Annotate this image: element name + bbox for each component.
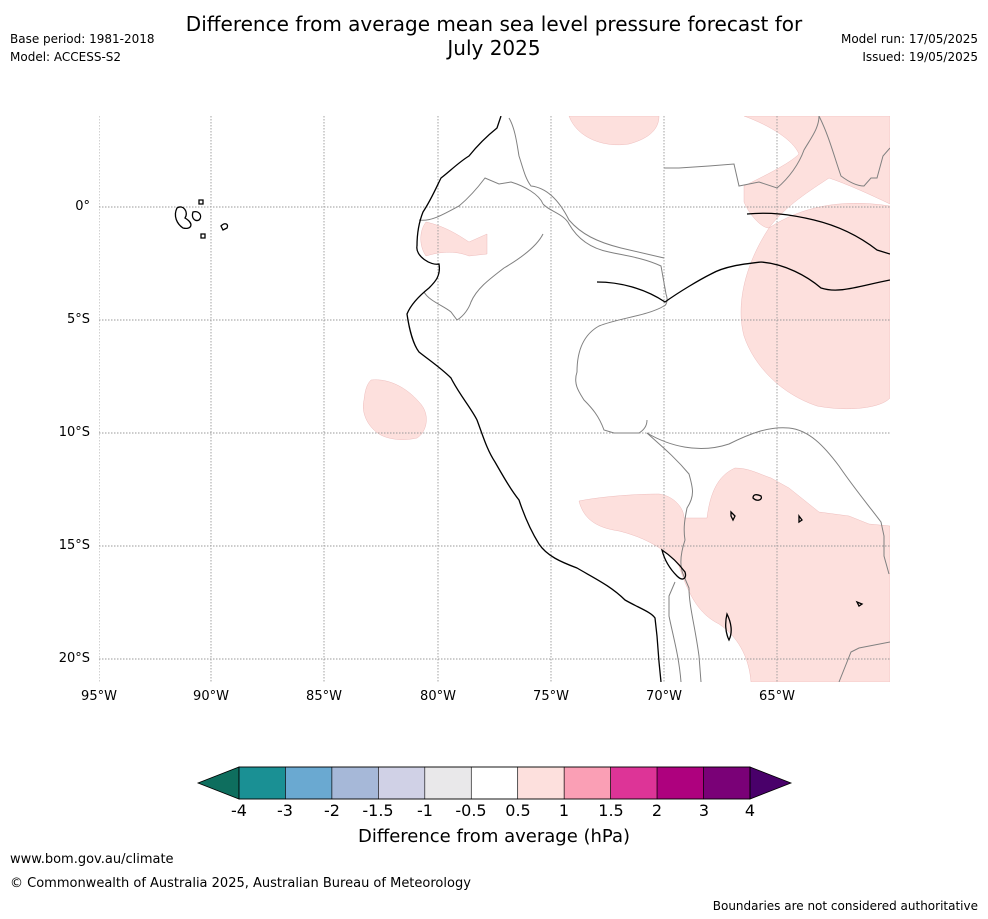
coastlines <box>174 116 890 682</box>
meta-left: Base period: 1981-2018 Model: ACCESS-S2 <box>10 32 155 68</box>
border-brazil-bolivia <box>646 427 890 575</box>
colorbar-swatch <box>424 766 472 800</box>
lat-label-5s: 5°S <box>66 312 90 327</box>
issued-text: Issued: 19/05/2025 <box>862 50 978 64</box>
colorbar <box>196 766 793 800</box>
coastline-galapagos-3 <box>220 223 229 231</box>
coastline-galapagos-2 <box>191 210 202 222</box>
title-line-1: Difference from average mean sea level p… <box>185 12 803 36</box>
colorbar-swatch <box>331 766 379 800</box>
anomaly-area-northeast <box>743 116 890 229</box>
country-borders <box>418 116 890 682</box>
lat-label-0: 0° <box>75 199 90 214</box>
map-title: Difference from average mean sea level p… <box>0 12 988 60</box>
colorbar-tick-3: -1.5 <box>362 801 394 820</box>
colorbar-swatches <box>238 766 751 800</box>
colorbar-swatch <box>563 766 611 800</box>
meta-right: Model run: 17/05/2025 Issued: 19/05/2025 <box>841 32 978 68</box>
lon-label-70w: 70°W <box>646 689 682 704</box>
border-brazil-paraguay <box>838 641 890 682</box>
colorbar-tick-5: -0.5 <box>455 801 487 820</box>
colorbar-over-arrow <box>749 766 793 800</box>
colorbar-swatch <box>656 766 704 800</box>
colorbar-tick-0: -4 <box>231 801 247 820</box>
lon-label-95w: 95°W <box>81 689 117 704</box>
colorbar-tick-11: 4 <box>744 801 756 820</box>
colorbar-title: Difference from average (hPa) <box>357 826 631 847</box>
border-chile-argentina <box>668 581 682 682</box>
colorbar-tick-10: 3 <box>698 801 710 820</box>
footer-disclaimer: Boundaries are not considered authoritat… <box>712 899 978 913</box>
anomaly-area-offshore <box>363 379 427 440</box>
border-peru-brazil <box>575 305 665 434</box>
footer-copyright: © Commonwealth of Australia 2025, Austra… <box>10 876 471 891</box>
lake-small-2 <box>752 494 763 501</box>
lake-small-3 <box>798 514 803 524</box>
coastline-galapagos-4 <box>198 199 204 205</box>
border-ecuador-peru <box>423 233 544 321</box>
coastline-amazon-river-north <box>746 212 890 255</box>
lake-small-5 <box>855 600 864 607</box>
border-peru-bolivia <box>646 432 693 575</box>
footer-url[interactable]: www.bom.gov.au/climate <box>10 852 174 867</box>
border-bolivia-chile-argentina <box>682 573 702 682</box>
lon-label-65w: 65°W <box>759 689 795 704</box>
anomaly-area-north <box>568 116 660 146</box>
lon-label-90w: 90°W <box>193 689 229 704</box>
lon-label-75w: 75°W <box>533 689 569 704</box>
colorbar-tick-1: -3 <box>277 801 293 820</box>
colorbar-swatch <box>285 766 333 800</box>
coastline-ecuador-peru <box>406 245 662 682</box>
colorbar-swatch <box>703 766 751 800</box>
lon-label-80w: 80°W <box>420 689 456 704</box>
coastline-galapagos-1 <box>174 206 192 230</box>
colorbar-tick-4: -1 <box>417 801 433 820</box>
colorbar-tick-6: 0.5 <box>505 801 531 820</box>
lat-label-10s: 10°S <box>58 425 90 440</box>
border-colombia-peru-brazil <box>542 203 668 307</box>
anomaly-area-south <box>578 467 890 682</box>
lon-label-85w: 85°W <box>306 689 342 704</box>
colorbar-tick-2: -2 <box>324 801 340 820</box>
lake-titicaca <box>660 548 687 580</box>
lat-label-20s: 20°S <box>58 651 90 666</box>
border-colombia-ecuador <box>418 177 544 221</box>
colorbar-tick-7: 1 <box>558 801 570 820</box>
base-period-text: Base period: 1981-2018 <box>10 32 155 46</box>
coastline-colombia-north <box>416 116 502 247</box>
coastline-amazon-river <box>596 261 890 303</box>
anomaly-area-east <box>740 203 890 410</box>
lake-small-1 <box>730 510 736 522</box>
anomaly-shading <box>363 116 890 682</box>
colorbar-under-arrow <box>196 766 240 800</box>
colorbar-swatch <box>238 766 286 800</box>
map-panel <box>99 116 890 682</box>
colorbar-swatch <box>470 766 519 800</box>
border-brazil-north <box>818 116 890 187</box>
colorbar-outline <box>238 766 751 800</box>
anomaly-area-ecuador <box>420 221 488 257</box>
border-venezuela-brazil <box>664 116 820 189</box>
colorbar-tick-8: 1.5 <box>598 801 624 820</box>
colorbar-swatch <box>610 766 658 800</box>
model-run-text: Model run: 17/05/2025 <box>840 32 978 46</box>
lat-label-15s: 15°S <box>58 538 90 553</box>
border-colombia-venezuela <box>508 117 665 259</box>
colorbar-tick-9: 2 <box>651 801 663 820</box>
lake-small-4 <box>725 612 732 642</box>
coastline-galapagos-5 <box>200 233 206 239</box>
colorbar-swatch <box>378 766 426 800</box>
colorbar-swatch <box>517 766 565 800</box>
title-line-2: July 2025 <box>447 36 541 60</box>
model-text: Model: ACCESS-S2 <box>10 50 122 64</box>
